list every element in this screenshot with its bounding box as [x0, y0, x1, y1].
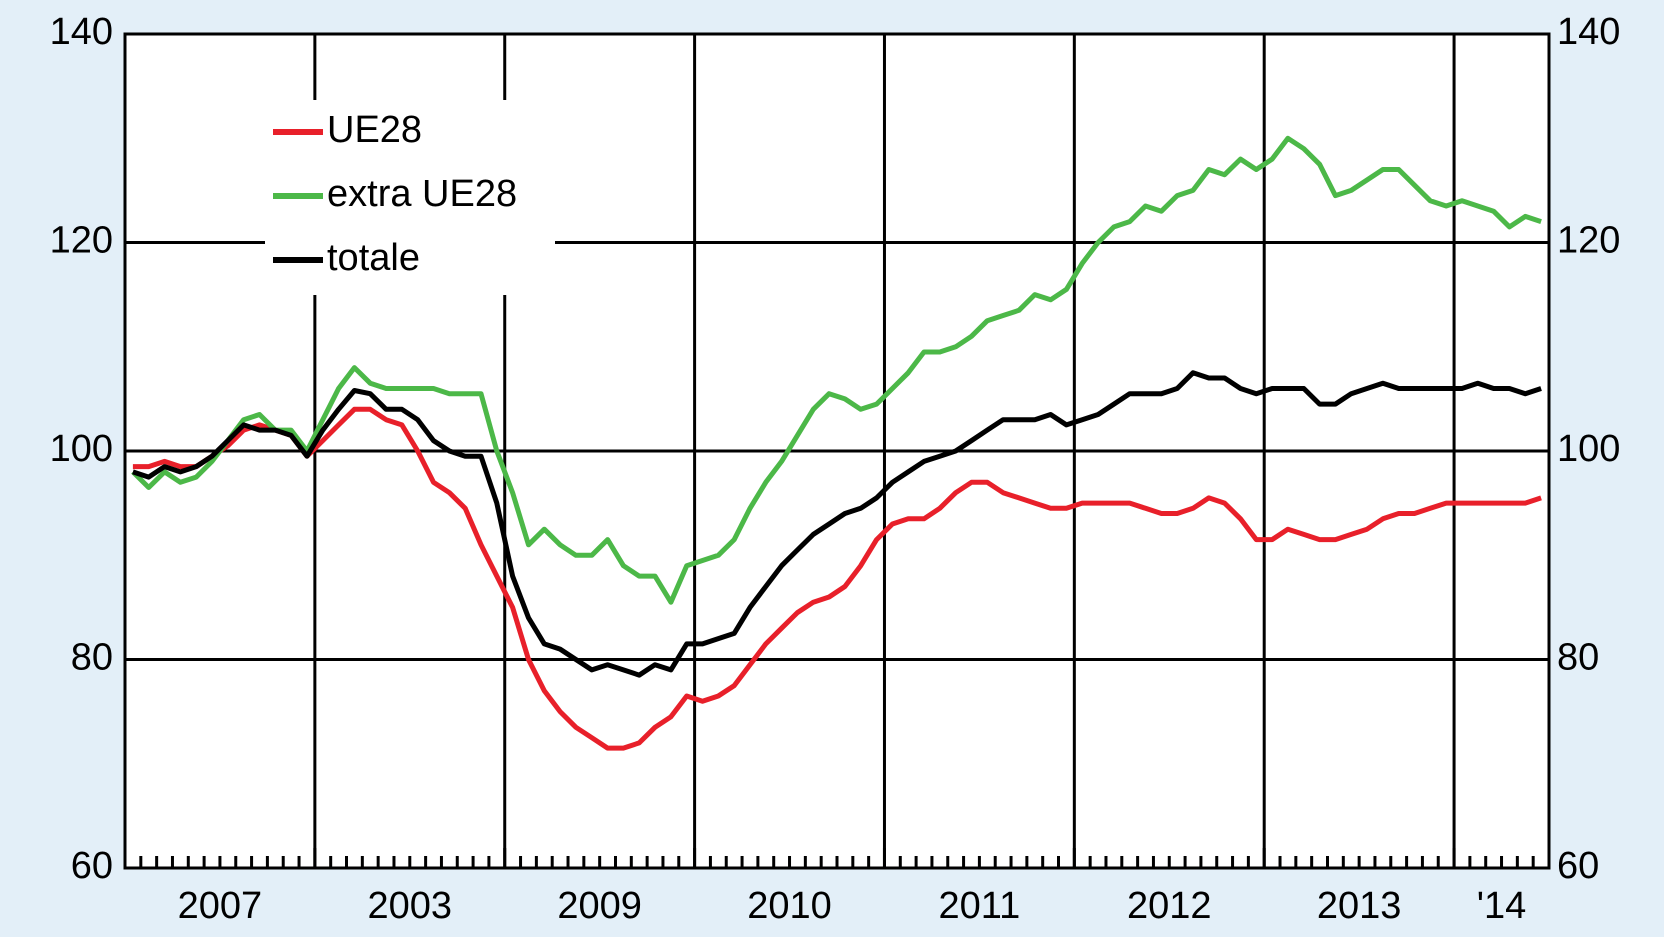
- y-tick-label: 100: [50, 428, 113, 470]
- legend-label: extra UE28: [327, 173, 517, 215]
- x-tick-label: 2003: [368, 885, 453, 927]
- x-tick-label: 2009: [557, 885, 642, 927]
- legend-label: totale: [327, 237, 420, 279]
- x-tick-label: 2011: [939, 885, 1021, 927]
- y-tick-label: 140: [50, 11, 113, 53]
- x-tick-label: 2013: [1317, 885, 1402, 927]
- x-tick-label: 2012: [1127, 885, 1212, 927]
- x-tick-label: '14: [1477, 885, 1527, 927]
- y-tick-label: 80: [71, 637, 113, 679]
- y2-tick-label: 120: [1557, 220, 1620, 262]
- x-tick-label: 2010: [747, 885, 832, 927]
- legend-label: UE28: [327, 109, 422, 151]
- y2-tick-label: 60: [1557, 845, 1599, 887]
- y-tick-label: 120: [50, 220, 113, 262]
- y2-tick-label: 80: [1557, 637, 1599, 679]
- y2-tick-label: 100: [1557, 428, 1620, 470]
- series-line: [131, 135, 1542, 605]
- series-line: [132, 406, 1542, 751]
- series-line: [132, 370, 1542, 678]
- y-tick-label: 60: [71, 845, 113, 887]
- y2-tick-label: 140: [1557, 11, 1620, 53]
- x-tick-label: 2007: [178, 885, 263, 927]
